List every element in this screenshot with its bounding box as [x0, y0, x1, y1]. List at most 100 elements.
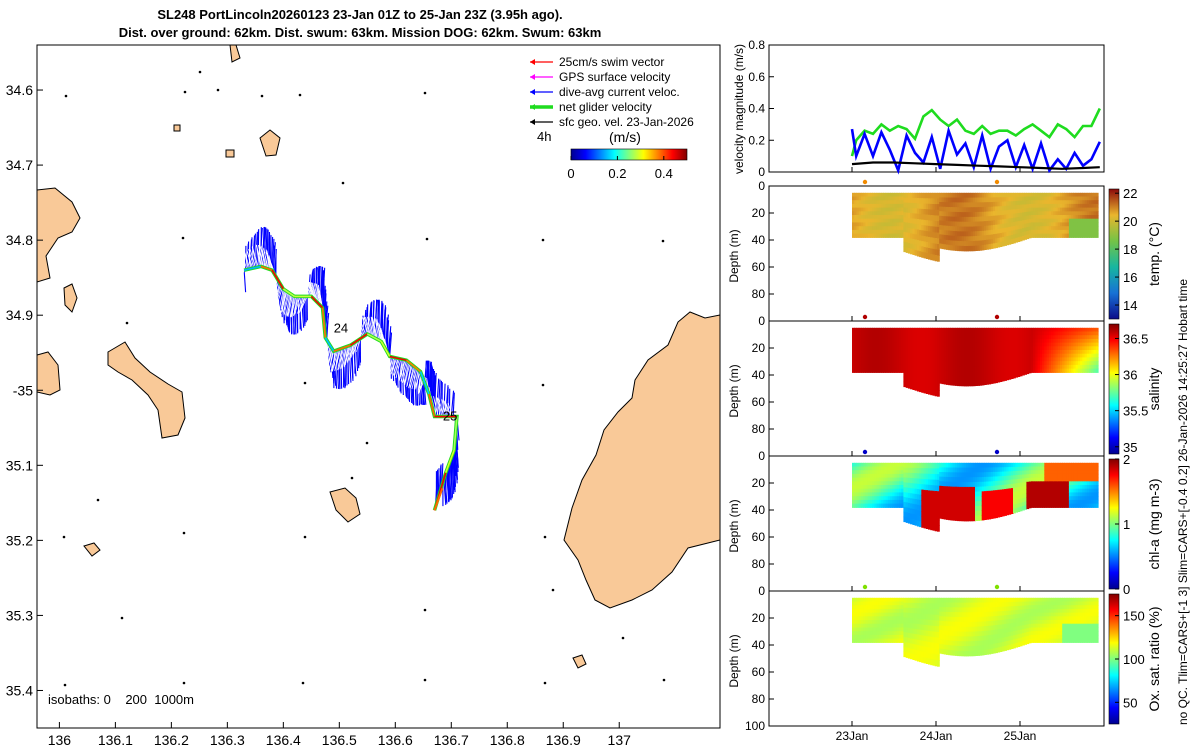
section-cell — [988, 327, 992, 334]
section-cell — [878, 601, 882, 606]
section-cell — [1006, 223, 1010, 228]
section-cell — [907, 342, 911, 349]
section-cell — [1042, 211, 1045, 216]
section-cell — [966, 381, 969, 387]
section-cell — [1039, 229, 1043, 235]
section-cell — [1073, 229, 1077, 235]
track-segment — [453, 416, 458, 451]
section-cell — [899, 233, 902, 238]
section-cell — [1022, 192, 1025, 198]
section-cell — [934, 339, 938, 346]
section-cell — [890, 631, 893, 636]
section-cell — [1004, 362, 1007, 368]
swim-vector — [265, 249, 270, 270]
section-cell — [1066, 488, 1070, 493]
section-cell — [979, 356, 983, 362]
section-cell — [916, 250, 920, 257]
section-cell — [890, 203, 893, 209]
section-cell — [881, 462, 884, 468]
section-cell — [876, 353, 880, 358]
section-cell — [972, 351, 976, 358]
section-cell — [1051, 226, 1054, 231]
section-cell — [957, 347, 960, 353]
section-cell — [1001, 489, 1005, 495]
section-cell — [1004, 345, 1007, 351]
section-cell — [874, 488, 878, 493]
section-cell — [966, 486, 969, 493]
section-cell — [1064, 215, 1068, 220]
section-cell — [1086, 473, 1090, 479]
chart-title-line2: Dist. over ground: 62km. Dist. swum: 63k… — [118, 25, 602, 40]
section-cell — [921, 208, 925, 215]
section-cell — [1077, 342, 1081, 347]
section-cell — [1015, 356, 1019, 362]
section-cell — [874, 601, 878, 606]
section-cell — [990, 499, 994, 505]
section-cell — [1001, 471, 1005, 477]
section-cell — [1068, 346, 1072, 351]
section-cell — [892, 233, 896, 238]
section-cell — [887, 222, 891, 227]
section-cell — [1077, 473, 1081, 479]
section-cell — [892, 499, 896, 505]
section-cell — [876, 488, 880, 493]
section-cell — [1064, 462, 1068, 468]
section-cell — [865, 470, 869, 475]
section-cell — [981, 496, 985, 502]
swim-vector — [283, 292, 290, 315]
section-cell — [992, 350, 996, 356]
section-cell — [1004, 197, 1007, 203]
section-cell — [1022, 462, 1025, 468]
section-cell — [1053, 335, 1057, 340]
section-cell — [1062, 485, 1065, 490]
section-cell — [1046, 327, 1050, 333]
section-cell — [937, 339, 940, 346]
section-cell — [872, 192, 875, 198]
section-cell — [860, 346, 864, 351]
section-cell — [1051, 488, 1054, 493]
section-cell — [878, 335, 882, 340]
section-cell — [992, 215, 996, 221]
section-cell — [995, 327, 998, 333]
section-cell — [1068, 481, 1072, 486]
section-cell — [903, 506, 907, 513]
section-cell — [1013, 500, 1016, 505]
section-cell — [883, 342, 887, 347]
section-cell — [867, 364, 871, 370]
section-cell — [914, 249, 918, 256]
section-cell — [858, 466, 862, 471]
section-cell — [894, 338, 898, 344]
section-cell — [932, 468, 936, 475]
section-cell — [939, 197, 942, 203]
section-cell — [869, 627, 873, 632]
section-cell — [1039, 361, 1043, 366]
swim-vector — [256, 244, 263, 267]
section-cell — [905, 607, 909, 614]
section-cell — [1075, 233, 1079, 238]
section-cell — [854, 222, 857, 227]
section-cell — [1073, 192, 1077, 198]
section-cell — [858, 207, 862, 212]
section-cell — [912, 213, 916, 219]
section-cell — [1051, 350, 1054, 355]
section-cell — [921, 495, 925, 501]
section-cell — [968, 366, 972, 372]
section-cell — [885, 462, 889, 468]
section-cell — [988, 337, 992, 343]
section-cell — [865, 616, 869, 621]
section-cell — [1035, 338, 1039, 344]
day-label: 24 — [334, 320, 348, 335]
section-cell — [883, 462, 887, 468]
section-cell — [860, 631, 864, 636]
section-cell — [945, 374, 949, 381]
section-cell — [1071, 481, 1074, 486]
section-cell — [1093, 342, 1097, 347]
section-cell — [907, 378, 911, 384]
section-cell — [932, 243, 936, 250]
section-cell — [939, 369, 942, 375]
section-cell — [966, 356, 969, 363]
section-cell — [1019, 466, 1023, 472]
section-cell — [1019, 335, 1023, 341]
section-cell — [867, 335, 871, 340]
section-cell — [1035, 481, 1039, 486]
